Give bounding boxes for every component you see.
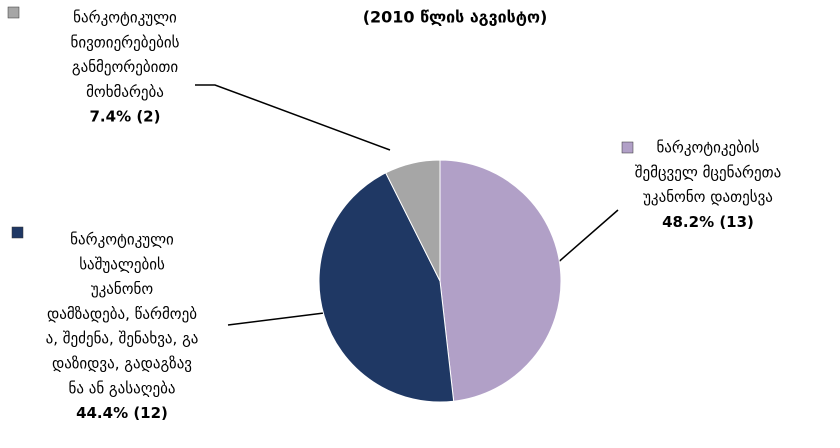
slice-label: უკანონო bbox=[91, 280, 154, 298]
slice-label: ნარკოტიკების bbox=[656, 139, 759, 157]
chart-title: (2010 წლის აგვისტო) bbox=[363, 8, 548, 27]
leader-line bbox=[227, 311, 333, 326]
slice-label: ნივთიერებების bbox=[71, 33, 180, 51]
slice-label: უკანონო დათესვა bbox=[643, 188, 773, 206]
slice-label: საშუალების bbox=[79, 255, 165, 273]
slice-label: დაზიდვა, გადაგზავ bbox=[52, 355, 192, 373]
pie-slice bbox=[318, 172, 455, 403]
value-label: 48.2% (13) bbox=[662, 213, 754, 231]
pie-slice bbox=[385, 159, 441, 282]
slice-label: განმეორებითი bbox=[72, 58, 179, 76]
value-label: 7.4% (2) bbox=[90, 108, 161, 126]
slice-label: ნარკოტიკული bbox=[70, 231, 174, 249]
leader-line bbox=[195, 84, 391, 151]
slice-label: ნარკოტიკული bbox=[73, 9, 177, 27]
slice-label: ა, შეძენა, შენახვა, გა bbox=[46, 330, 199, 348]
pie-slice bbox=[439, 159, 562, 402]
legend-swatch bbox=[621, 141, 634, 154]
legend-swatch bbox=[11, 226, 24, 239]
slice-label: დამზადება, წარმოებ bbox=[47, 305, 197, 323]
leader-line bbox=[554, 209, 619, 266]
slice-label: ნა ან გასაღება bbox=[68, 379, 175, 397]
value-label: 44.4% (12) bbox=[76, 404, 168, 422]
legend-swatch bbox=[7, 6, 20, 19]
slice-label: მოხმარება bbox=[86, 83, 164, 101]
slice-label: შემცველ მცენარეთა bbox=[635, 163, 782, 181]
